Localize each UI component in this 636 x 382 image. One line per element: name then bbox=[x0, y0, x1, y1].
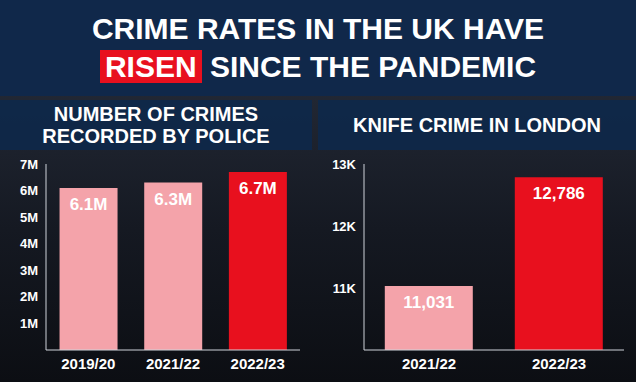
html-text:RISEN SINCE THE PANDEMIC: RISEN SINCE THE PANDEMIC bbox=[104, 50, 537, 83]
svg-text:12,786: 12,786 bbox=[533, 184, 585, 203]
svg-text:6.7M: 6.7M bbox=[239, 179, 277, 198]
svg-text:6.1M: 6.1M bbox=[70, 195, 108, 214]
svg-text:11,031: 11,031 bbox=[403, 293, 454, 312]
svg-text:4M: 4M bbox=[20, 236, 38, 251]
svg-text:3M: 3M bbox=[20, 263, 38, 278]
html-text:NUMBER OF CRIMES RECORDED BY P: NUMBER OF CRIMES RECORDED BY POLICE bbox=[42, 103, 270, 147]
svg-text:2M: 2M bbox=[20, 289, 38, 304]
svg-text:12K: 12K bbox=[332, 219, 356, 234]
svg-text:6.3M: 6.3M bbox=[154, 190, 192, 209]
html-text:CRIME RATES IN THE UK HAVE: CRIME RATES IN THE UK HAVE bbox=[91, 12, 545, 45]
svg-text:6M: 6M bbox=[20, 183, 38, 198]
svg-text:13K: 13K bbox=[332, 157, 356, 172]
svg-text:2021/22: 2021/22 bbox=[402, 355, 456, 372]
svg-text:2021/22: 2021/22 bbox=[146, 355, 200, 372]
svg-text:1M: 1M bbox=[20, 316, 38, 331]
svg-text:7M: 7M bbox=[20, 157, 38, 172]
svg-text:5M: 5M bbox=[20, 210, 38, 225]
svg-text:2022/23: 2022/23 bbox=[532, 355, 586, 372]
svg-text:2019/20: 2019/20 bbox=[61, 355, 115, 372]
html-text:KNIFE CRIME IN LONDON: KNIFE CRIME IN LONDON bbox=[353, 114, 601, 136]
svg-text:2022/23: 2022/23 bbox=[231, 355, 285, 372]
svg-text:11K: 11K bbox=[333, 281, 357, 296]
